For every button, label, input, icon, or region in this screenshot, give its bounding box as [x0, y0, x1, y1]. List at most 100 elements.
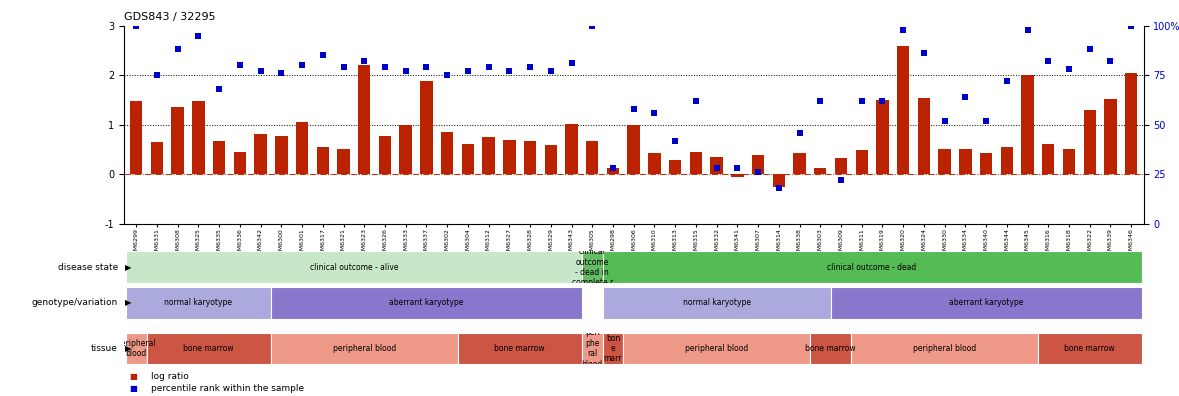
Bar — [317, 147, 329, 174]
Text: clinical outcome - dead: clinical outcome - dead — [828, 263, 917, 272]
Bar — [690, 152, 703, 174]
Bar — [602, 287, 831, 319]
Point — [541, 68, 560, 74]
Point — [666, 137, 685, 144]
Bar — [1042, 143, 1054, 174]
Text: ■: ■ — [130, 385, 138, 393]
Text: ■: ■ — [130, 373, 138, 381]
Point — [396, 68, 415, 74]
Bar — [897, 46, 909, 174]
Bar — [960, 148, 971, 174]
Text: peripheral blood: peripheral blood — [332, 344, 396, 353]
Point — [749, 169, 768, 175]
Bar — [980, 153, 993, 174]
Text: bone marrow: bone marrow — [1065, 344, 1115, 353]
Text: ▶: ▶ — [125, 344, 132, 353]
Point — [790, 129, 809, 136]
Point — [292, 62, 311, 69]
Text: peri
phe
ral
blood: peri phe ral blood — [581, 328, 602, 369]
Point — [645, 110, 664, 116]
Bar — [856, 150, 868, 174]
Point — [707, 165, 726, 171]
Point — [147, 72, 166, 78]
Bar — [213, 141, 225, 174]
Bar — [711, 157, 723, 174]
Bar — [810, 333, 851, 364]
Bar — [523, 141, 536, 174]
Text: clinical outcome - alive: clinical outcome - alive — [310, 263, 399, 272]
Bar — [582, 251, 602, 283]
Bar — [648, 153, 660, 174]
Text: bone marrow: bone marrow — [184, 344, 235, 353]
Bar — [627, 125, 640, 174]
Point — [127, 23, 146, 29]
Text: ▶: ▶ — [125, 299, 132, 307]
Point — [1060, 66, 1079, 72]
Bar — [233, 152, 246, 174]
Bar — [565, 124, 578, 174]
Point — [230, 62, 249, 69]
Bar — [271, 287, 582, 319]
Bar — [835, 158, 848, 174]
Bar — [146, 333, 271, 364]
Point — [935, 118, 954, 124]
Point — [210, 86, 229, 92]
Bar — [938, 148, 950, 174]
Point — [314, 52, 332, 59]
Text: disease state: disease state — [58, 263, 118, 272]
Text: normal karyotype: normal karyotype — [683, 299, 751, 307]
Bar — [171, 107, 184, 174]
Bar — [503, 139, 515, 174]
Point — [169, 46, 187, 53]
Bar — [731, 174, 744, 177]
Bar — [271, 333, 457, 364]
Bar — [151, 142, 163, 174]
Text: bon
e
marr: bon e marr — [604, 333, 623, 364]
Bar — [126, 287, 271, 319]
Bar — [457, 333, 582, 364]
Bar — [126, 251, 582, 283]
Bar — [378, 135, 391, 174]
Point — [915, 50, 934, 57]
Text: peripheral blood: peripheral blood — [685, 344, 749, 353]
Text: genotype/variation: genotype/variation — [32, 299, 118, 307]
Point — [1039, 58, 1058, 65]
Point — [997, 78, 1016, 84]
Bar — [296, 122, 308, 174]
Bar — [668, 160, 681, 174]
Text: percentile rank within the sample: percentile rank within the sample — [151, 385, 304, 393]
Bar — [602, 251, 1141, 283]
Point — [976, 118, 995, 124]
Bar — [814, 168, 826, 174]
Bar — [358, 65, 370, 174]
Bar — [624, 333, 810, 364]
Bar — [420, 81, 433, 174]
Text: bone marrow: bone marrow — [805, 344, 856, 353]
Bar — [192, 101, 205, 174]
Point — [1101, 58, 1120, 65]
Bar — [1084, 110, 1096, 174]
Text: GDS843 / 32295: GDS843 / 32295 — [124, 12, 216, 22]
Point — [686, 98, 705, 104]
Text: log ratio: log ratio — [151, 373, 189, 381]
Bar — [917, 97, 930, 174]
Point — [831, 177, 850, 183]
Bar — [1021, 75, 1034, 174]
Bar — [1038, 333, 1141, 364]
Point — [437, 72, 456, 78]
Bar — [851, 333, 1038, 364]
Bar — [793, 153, 805, 174]
Text: clinical
outcome
- dead in
complete r: clinical outcome - dead in complete r — [572, 247, 613, 287]
Point — [459, 68, 477, 74]
Bar — [607, 168, 619, 174]
Point — [189, 32, 208, 39]
Text: peripheral blood: peripheral blood — [913, 344, 976, 353]
Point — [894, 27, 913, 33]
Point — [521, 64, 540, 70]
Point — [334, 64, 353, 70]
Bar — [586, 141, 599, 174]
Point — [272, 70, 291, 76]
Bar — [130, 101, 143, 174]
Point — [625, 106, 644, 112]
Point — [1080, 46, 1099, 53]
